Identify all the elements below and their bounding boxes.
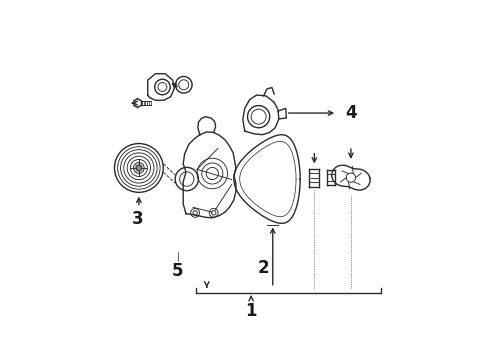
Text: 4: 4	[345, 104, 357, 122]
Text: 2: 2	[258, 260, 270, 278]
Circle shape	[133, 163, 144, 173]
Text: 5: 5	[172, 262, 183, 280]
Circle shape	[136, 165, 142, 171]
Text: 1: 1	[245, 302, 257, 320]
Text: 3: 3	[132, 210, 143, 228]
